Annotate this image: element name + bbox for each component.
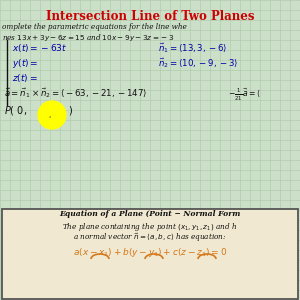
FancyBboxPatch shape xyxy=(2,209,298,299)
Text: The plane containing the point $(x_1, y_1, z_1)$ and h: The plane containing the point $(x_1, y_… xyxy=(62,221,238,233)
Text: $P( \ 0,$: $P( \ 0,$ xyxy=(4,104,27,117)
Circle shape xyxy=(38,101,66,129)
Text: $\vec{n}_2 = \langle 10, -9, -3 \rangle$: $\vec{n}_2 = \langle 10, -9, -3 \rangle$ xyxy=(158,57,238,70)
Text: $)$: $)$ xyxy=(68,104,73,117)
Text: Intersection Line of Two Planes: Intersection Line of Two Planes xyxy=(46,10,254,23)
Text: $-\frac{1}{21}\vec{a} = \langle$: $-\frac{1}{21}\vec{a} = \langle$ xyxy=(228,87,260,103)
Text: $\vec{n}_1 = \langle 13, 3, -6 \rangle$: $\vec{n}_1 = \langle 13, 3, -6 \rangle$ xyxy=(158,42,228,55)
Text: $x(t) = -63t$: $x(t) = -63t$ xyxy=(12,42,68,54)
Text: $\vec{a} = \vec{n}_1 \times \vec{n}_2 = \langle -63, -21, -147 \rangle$: $\vec{a} = \vec{n}_1 \times \vec{n}_2 = … xyxy=(4,87,147,100)
Text: a normal vector $\vec{n} = \langle a, b, c \rangle$ has equation:: a normal vector $\vec{n} = \langle a, b,… xyxy=(73,231,227,244)
Text: nes $13x + 3y - 6z = 15$ and $10x - 9y - 3z = -3$: nes $13x + 3y - 6z = 15$ and $10x - 9y -… xyxy=(2,32,175,43)
Text: ,: , xyxy=(49,112,51,118)
Text: omplete the parametric equations for the line whe: omplete the parametric equations for the… xyxy=(2,23,187,31)
Text: $y(t) =$: $y(t) =$ xyxy=(12,57,38,70)
Text: Equation of a Plane (Point − Normal Form: Equation of a Plane (Point − Normal Form xyxy=(59,210,241,218)
Text: $z(t) =$: $z(t) =$ xyxy=(12,72,38,84)
Text: $a(x - x_1) + b(y - y_1) + c(z - z_1) = 0$: $a(x - x_1) + b(y - y_1) + c(z - z_1) = … xyxy=(73,246,227,259)
